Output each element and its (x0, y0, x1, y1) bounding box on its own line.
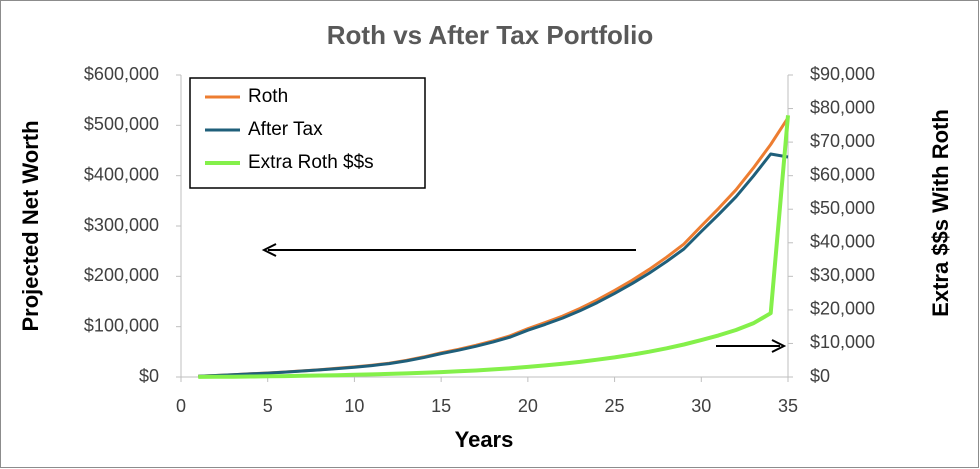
y2-tick-label: $30,000 (810, 265, 875, 285)
y2-tick-label: $50,000 (810, 198, 875, 218)
x-tick-label: 15 (431, 396, 451, 416)
x-tick-label: 0 (176, 396, 186, 416)
y-axis-title: Projected Net Worth (18, 120, 43, 331)
legend-label: Extra Roth $$s (248, 152, 374, 173)
y-tick-label: $0 (139, 366, 159, 386)
chart-title: Roth vs After Tax Portfolio (327, 20, 653, 50)
y2-tick-label: $90,000 (810, 64, 875, 84)
series-line (198, 152, 789, 378)
legend-label: After Tax (248, 119, 323, 140)
x-tick-label: 30 (691, 396, 711, 416)
y-tick-label: $300,000 (84, 215, 159, 235)
y-tick-label: $100,000 (84, 315, 159, 335)
series-line (198, 115, 790, 379)
arrow-head (771, 339, 787, 353)
y2-tick-label: $0 (810, 366, 830, 386)
y2-tick-label: $70,000 (810, 131, 875, 151)
legend: Roth After Tax Extra Roth $$s (189, 77, 426, 189)
y2-tick-label: $60,000 (810, 164, 875, 184)
y2-axis-title: Extra $$s With Roth (928, 109, 953, 317)
y-tick-label: $200,000 (84, 265, 159, 285)
x-tick-label: 10 (344, 396, 364, 416)
y2-tick-label: $80,000 (810, 97, 875, 117)
y-tick-label: $500,000 (84, 114, 159, 134)
x-axis-title: Years (455, 427, 514, 452)
x-tick-label: 5 (263, 396, 273, 416)
y2-tick-label: $20,000 (810, 299, 875, 319)
arrow-head (261, 243, 277, 257)
annotation-arrows (261, 243, 787, 353)
legend-label: Roth (248, 86, 288, 107)
x-tick-label: 35 (778, 396, 798, 416)
y-tick-label: $400,000 (84, 164, 159, 184)
y-tick-label: $600,000 (84, 64, 159, 84)
y2-tick-label: $40,000 (810, 232, 875, 252)
x-tick-label: 20 (518, 396, 538, 416)
y2-tick-label: $10,000 (810, 332, 875, 352)
x-tick-label: 25 (605, 396, 625, 416)
